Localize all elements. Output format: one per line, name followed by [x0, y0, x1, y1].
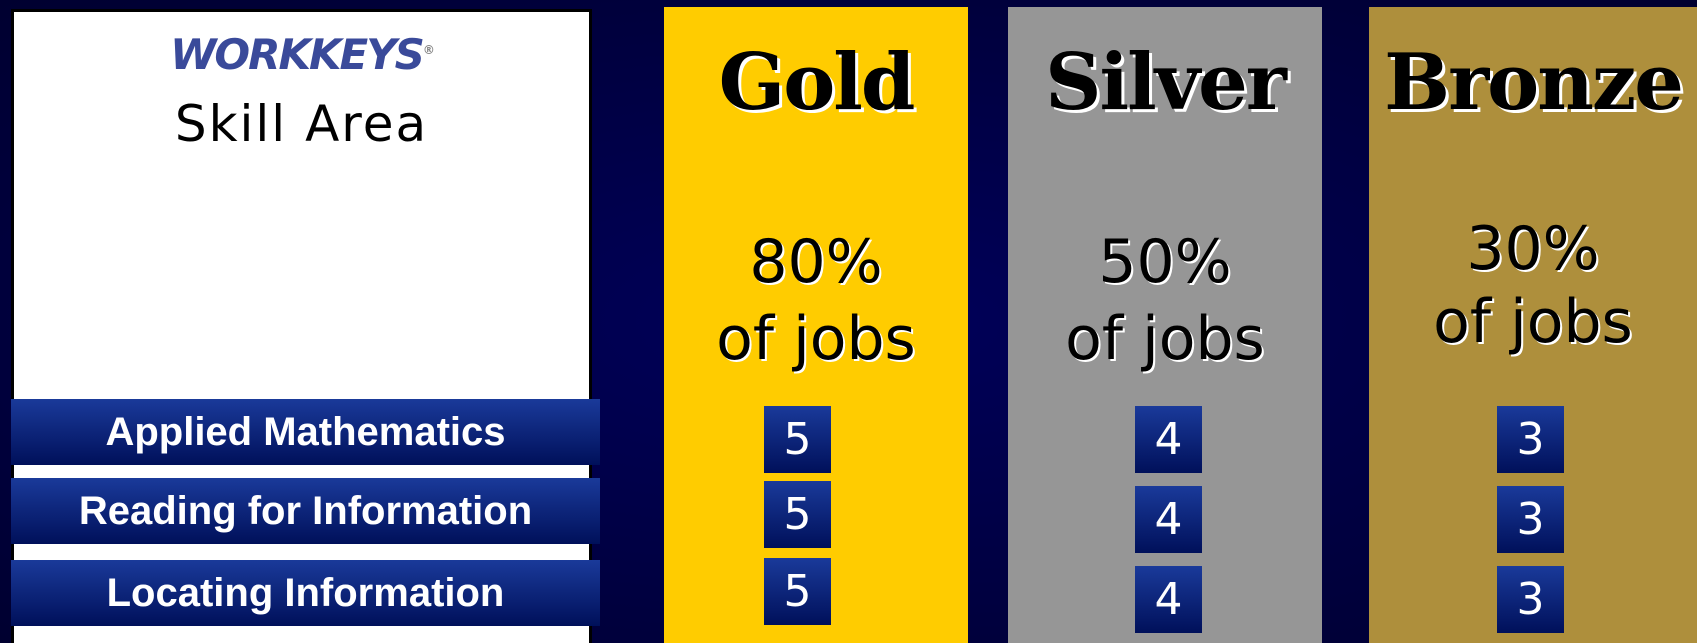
score-box: 5 [764, 406, 831, 473]
score-box: 3 [1497, 406, 1564, 473]
skill-header: Skill Area [174, 95, 429, 153]
level-label: of jobs [716, 304, 916, 374]
level-percent: 80% [749, 227, 883, 297]
level-percent: 50% [1098, 227, 1232, 297]
skill-row: Reading for Information [11, 478, 600, 544]
level-label: of jobs [1065, 304, 1265, 374]
logo-text: WORKKEYS [170, 30, 425, 79]
score-box: 5 [764, 481, 831, 548]
level-column: Silver 50% of jobs 4 4 4 [1008, 7, 1322, 643]
score-box: 4 [1135, 406, 1202, 473]
skill-row: Applied Mathematics [11, 399, 600, 465]
level-percent: 30% [1466, 214, 1600, 284]
logo: WORKKEYS® [11, 30, 592, 79]
score-box: 3 [1497, 486, 1564, 553]
level-title: Silver [1045, 37, 1287, 128]
level-title: Gold [718, 37, 916, 128]
skill-row: Locating Information [11, 560, 600, 626]
score-box: 4 [1135, 486, 1202, 553]
registered-mark: ® [422, 43, 435, 57]
score-box: 5 [764, 558, 831, 625]
level-label: of jobs [1433, 287, 1633, 357]
level-column: Bronze 30% of jobs 3 3 3 [1369, 7, 1697, 643]
score-box: 3 [1497, 566, 1564, 633]
score-box: 4 [1135, 566, 1202, 633]
level-column: Gold 80% of jobs 5 5 5 [664, 7, 968, 643]
level-title: Bronze [1384, 37, 1684, 128]
